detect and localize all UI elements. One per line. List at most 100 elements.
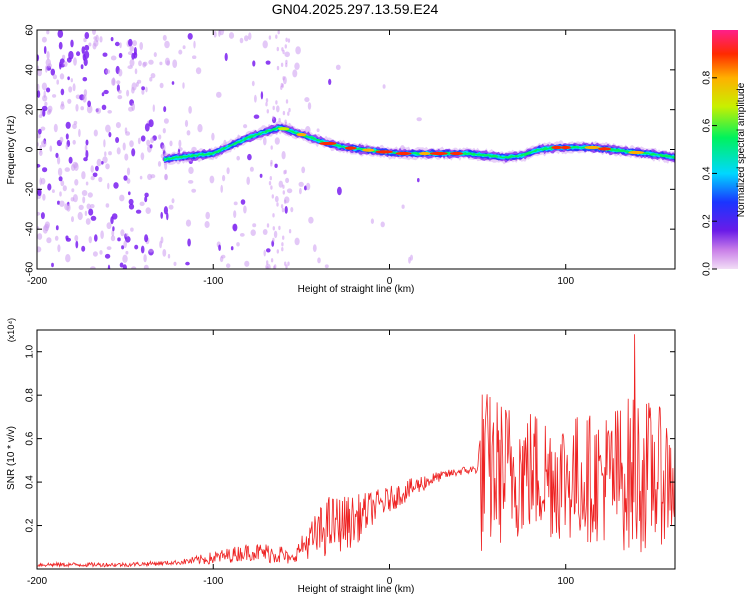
noise-speckle [191, 188, 197, 193]
noise-speckle [140, 135, 146, 142]
noise-speckle [123, 240, 127, 249]
colorbar: 0.0 0.2 0.4 0.6 0.8 Normalized spectral ampl… [702, 30, 747, 276]
noise-speckle [178, 139, 182, 148]
noise-speckle [110, 216, 114, 225]
noise-speckle [152, 104, 155, 112]
noise-speckle [60, 180, 65, 187]
noise-speckle [47, 63, 52, 68]
noise-speckle [117, 237, 121, 242]
noise-speckle [37, 211, 41, 216]
ridge-hotspot [319, 141, 337, 146]
noise-speckle [128, 38, 133, 47]
noise-speckle [171, 81, 175, 85]
ridge-hotspot [560, 145, 571, 150]
noise-speckle [270, 185, 273, 190]
noise-speckle [68, 86, 73, 93]
noise-speckle [287, 111, 290, 116]
noise-speckle [294, 62, 300, 70]
noise-speckle [55, 152, 59, 159]
noise-speckle [134, 244, 139, 250]
noise-speckle [186, 130, 191, 136]
noise-speckle [62, 185, 67, 192]
noise-speckle [135, 209, 142, 214]
noise-speckle [139, 201, 145, 206]
noise-speckle [188, 180, 194, 184]
colorbar-label: Normalized spectral amplitude [736, 82, 747, 217]
noise-speckle [92, 30, 96, 35]
noise-speckle [270, 258, 274, 263]
noise-speckle [157, 161, 162, 167]
noise-speckle [82, 196, 86, 204]
noise-speckle [72, 161, 78, 169]
noise-speckle [268, 181, 272, 186]
noise-speckle [116, 80, 121, 85]
noise-speckle [144, 196, 148, 203]
noise-speckle [41, 36, 47, 43]
noise-speckle [110, 55, 117, 61]
noise-speckle [131, 52, 135, 60]
noise-speckle [130, 227, 134, 232]
noise-speckle [85, 181, 89, 186]
noise-speckle [163, 206, 168, 215]
noise-speckle [81, 245, 86, 252]
noise-speckle [284, 206, 288, 214]
noise-speckle [59, 73, 65, 80]
noise-speckle [244, 260, 250, 267]
noise-speckle [276, 65, 280, 71]
noise-speckle [164, 173, 168, 180]
noise-speckle [416, 117, 422, 122]
noise-speckle [273, 230, 278, 239]
noise-speckle [266, 223, 270, 228]
noise-speckle [150, 137, 155, 144]
noise-speckle [269, 176, 272, 181]
noise-speckle [285, 59, 288, 65]
noise-speckle [46, 110, 51, 115]
noise-speckle [81, 46, 85, 54]
noise-speckle [285, 62, 288, 68]
noise-speckle [284, 51, 291, 58]
noise-speckle [146, 139, 151, 146]
noise-speckle [370, 218, 374, 224]
noise-speckle [276, 249, 279, 254]
noise-speckle [87, 100, 91, 108]
noise-speckle [337, 186, 342, 196]
noise-speckle [287, 261, 290, 266]
noise-speckle [160, 153, 165, 159]
noise-speckle [64, 167, 71, 172]
noise-speckle [308, 216, 314, 224]
noise-speckle [139, 42, 143, 50]
noise-speckle [65, 133, 69, 140]
noise-speckle [145, 86, 148, 93]
noise-speckle [166, 212, 169, 221]
noise-speckle [56, 79, 59, 85]
noise-speckle [188, 106, 192, 114]
noise-speckle [169, 140, 173, 147]
colorbar-ticks: 0.0 0.2 0.4 0.6 0.8 [702, 70, 717, 276]
noise-speckle [59, 191, 62, 197]
noise-speckle [76, 51, 81, 57]
noise-speckle [270, 145, 273, 150]
noise-speckle [141, 89, 145, 95]
noise-speckle [263, 249, 266, 257]
noise-speckle [160, 211, 163, 219]
noise-speckle [60, 88, 65, 96]
noise-speckle [68, 50, 74, 60]
noise-speckle [57, 30, 64, 38]
noise-speckle [285, 37, 288, 42]
y-tick-label: 0.8 [25, 388, 36, 402]
noise-speckle [292, 69, 298, 78]
noise-speckle [73, 120, 78, 125]
noise-speckle [87, 192, 93, 198]
noise-speckle [280, 204, 284, 209]
noise-speckle [149, 77, 153, 82]
noise-speckle [46, 237, 52, 244]
noise-speckle [105, 163, 110, 170]
noise-speckle [266, 266, 269, 269]
noise-speckle [110, 235, 116, 242]
noise-speckle [236, 155, 240, 161]
noise-speckle [131, 82, 137, 91]
spectrogram-x-ticks: -200 -100 0 100 [27, 30, 575, 287]
x-tick-label: -100 [203, 276, 223, 287]
noise-speckle [266, 109, 269, 114]
noise-speckle [161, 144, 166, 152]
